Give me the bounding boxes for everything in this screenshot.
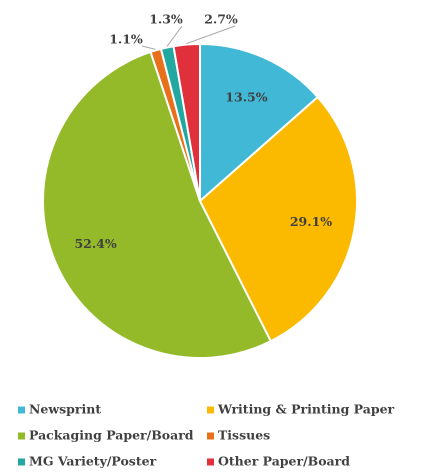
data-label: 13.5% — [225, 89, 267, 104]
legend-swatch — [18, 458, 25, 466]
leader-line — [141, 45, 156, 50]
pie-slice — [199, 42, 320, 204]
pie-slice — [198, 95, 358, 343]
legend-swatch — [207, 458, 214, 466]
data-label: 52.4% — [74, 236, 116, 251]
legend-label: MG Variety/Poster — [29, 454, 157, 469]
data-label: 1.1% — [109, 32, 143, 47]
leader-line — [166, 25, 183, 47]
pie-slice — [41, 50, 273, 359]
legend-swatch — [207, 406, 214, 414]
pie-slice — [172, 42, 201, 202]
legend-swatch — [207, 432, 214, 440]
legend-swatch — [18, 432, 25, 440]
leader-line — [186, 25, 236, 45]
data-label: 1.3% — [149, 12, 183, 27]
legend-label: Tissues — [218, 428, 270, 443]
data-label: 29.1% — [290, 214, 332, 229]
legend-label: Packaging Paper/Board — [29, 428, 194, 443]
data-label: 2.7% — [204, 12, 238, 27]
legend-label: Writing & Printing Paper — [217, 402, 395, 417]
legend-label: Newsprint — [29, 402, 101, 417]
legend-label: Other Paper/Board — [218, 454, 350, 469]
legend-swatch — [18, 406, 25, 414]
